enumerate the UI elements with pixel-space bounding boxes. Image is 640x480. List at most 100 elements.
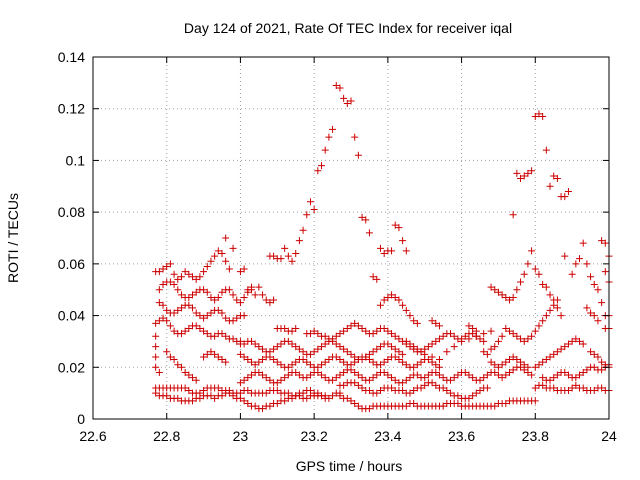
data-point [376, 361, 384, 369]
data-point [505, 296, 513, 304]
data-point [152, 363, 160, 371]
data-point [421, 381, 429, 389]
data-point [159, 314, 167, 322]
data-point [365, 356, 373, 364]
data-point [288, 394, 296, 402]
data-point [343, 348, 351, 356]
data-point [247, 337, 255, 345]
data-point [362, 216, 370, 224]
data-point [450, 332, 458, 340]
data-point [502, 371, 510, 379]
data-point [517, 358, 525, 366]
data-point [450, 343, 458, 351]
data-point [598, 358, 606, 366]
data-point [410, 399, 418, 407]
y-tick-label: 0 [77, 411, 85, 427]
data-point [406, 340, 414, 348]
data-point [373, 389, 381, 397]
data-point [222, 332, 230, 340]
data-point [229, 392, 237, 400]
data-point [203, 262, 211, 270]
data-point [531, 397, 539, 405]
data-point [214, 247, 222, 255]
data-point [572, 381, 580, 389]
data-point [568, 270, 576, 278]
data-point [406, 389, 414, 397]
data-point [229, 244, 237, 252]
data-point [410, 363, 418, 371]
data-point [340, 368, 348, 376]
data-point [391, 332, 399, 340]
data-point [177, 304, 185, 312]
data-point [465, 371, 473, 379]
data-points [152, 81, 613, 413]
data-point [255, 358, 263, 366]
data-point [587, 309, 595, 317]
data-point [472, 389, 480, 397]
data-point [303, 211, 311, 219]
data-point [550, 172, 558, 180]
data-point [469, 392, 477, 400]
data-point [329, 376, 337, 384]
data-point [553, 296, 561, 304]
data-point [329, 392, 337, 400]
data-point [340, 94, 348, 102]
data-point [395, 296, 403, 304]
data-point [214, 306, 222, 314]
data-point [590, 281, 598, 289]
data-point [395, 224, 403, 232]
data-point [583, 366, 591, 374]
data-point [336, 356, 344, 364]
data-point [583, 260, 591, 268]
data-point [192, 309, 200, 317]
data-point [218, 250, 226, 258]
data-point [214, 293, 222, 301]
data-point [340, 327, 348, 335]
data-point [189, 304, 197, 312]
data-point [332, 353, 340, 361]
data-point [553, 175, 561, 183]
data-point [343, 325, 351, 332]
data-point [354, 371, 362, 379]
data-point [347, 350, 355, 358]
data-point [266, 402, 274, 410]
data-point [590, 363, 598, 371]
data-point [273, 387, 281, 395]
data-point [465, 335, 473, 343]
data-point [211, 350, 219, 358]
data-point [236, 350, 244, 358]
data-point [273, 358, 281, 366]
data-point [410, 387, 418, 395]
data-point [166, 260, 174, 268]
data-point [435, 363, 443, 371]
data-point [542, 312, 550, 320]
data-point [281, 374, 289, 382]
data-point [483, 371, 491, 379]
data-point [174, 286, 182, 294]
data-point [362, 327, 370, 335]
data-point [388, 247, 396, 255]
data-point [354, 151, 362, 159]
data-point [539, 112, 547, 120]
data-point [435, 322, 443, 330]
data-point [200, 286, 208, 294]
data-point [535, 110, 543, 118]
data-point [553, 371, 561, 379]
data-point [284, 252, 292, 260]
data-point [174, 275, 182, 283]
data-point [259, 291, 267, 299]
data-point [432, 368, 440, 376]
data-point [428, 340, 436, 348]
data-point [343, 100, 351, 108]
data-point [203, 288, 211, 296]
data-point [155, 299, 163, 307]
data-point [262, 374, 270, 382]
data-point [251, 402, 259, 410]
data-point [211, 252, 219, 260]
data-point [509, 353, 517, 361]
data-point [170, 309, 178, 317]
data-point [314, 167, 322, 175]
data-point [502, 358, 510, 366]
data-point [174, 361, 182, 369]
data-point [163, 262, 171, 270]
